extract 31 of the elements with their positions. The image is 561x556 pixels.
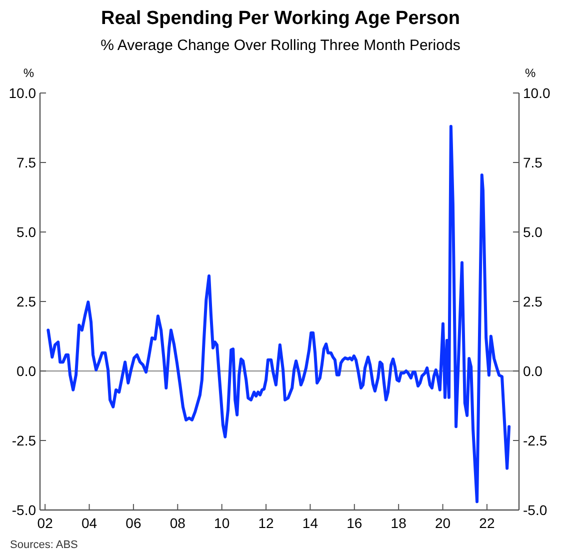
y2-tick-label: 5.0 — [523, 224, 543, 240]
chart-subtitle: % Average Change Over Rolling Three Month Periods — [100, 37, 460, 54]
source-note: Sources: ABS — [10, 539, 78, 551]
x-tick-label: 08 — [170, 515, 186, 531]
y-tick-label: 7.5 — [16, 154, 36, 170]
y2-tick-label: 2.5 — [523, 293, 543, 310]
y2-tick-label: 10.0 — [523, 84, 550, 101]
y-axis-title: % — [23, 66, 34, 80]
y2-axis-title: % — [525, 66, 536, 80]
y-tick-label: -5.0 — [12, 502, 36, 518]
y2-tick-label: 0.0 — [523, 362, 543, 379]
x-tick-label: 12 — [258, 515, 274, 531]
x-tick-label: 10 — [214, 515, 230, 531]
y2-tick-label: -5.0 — [523, 502, 548, 518]
y2-tick-label: 7.5 — [523, 154, 543, 170]
chart-title: Real Spending Per Working Age Person — [101, 8, 460, 29]
x-tick-label: 22 — [479, 515, 495, 531]
x-tick-label: 14 — [302, 515, 318, 531]
x-tick-label: 20 — [434, 515, 451, 531]
x-tick-label: 18 — [390, 515, 407, 531]
y-tick-label: 0.0 — [16, 362, 36, 379]
y-tick-label: 5.0 — [16, 224, 36, 240]
x-tick-label: 04 — [81, 515, 98, 531]
y-tick-label: 10.0 — [8, 84, 36, 101]
x-tick-label: 16 — [346, 515, 362, 531]
x-tick-label: 02 — [37, 515, 54, 531]
y2-tick-label: -2.5 — [523, 432, 548, 448]
y-tick-label: -2.5 — [12, 432, 36, 448]
y-tick-label: 2.5 — [16, 293, 36, 310]
x-tick-label: 06 — [126, 515, 142, 531]
line-series — [46, 124, 511, 504]
